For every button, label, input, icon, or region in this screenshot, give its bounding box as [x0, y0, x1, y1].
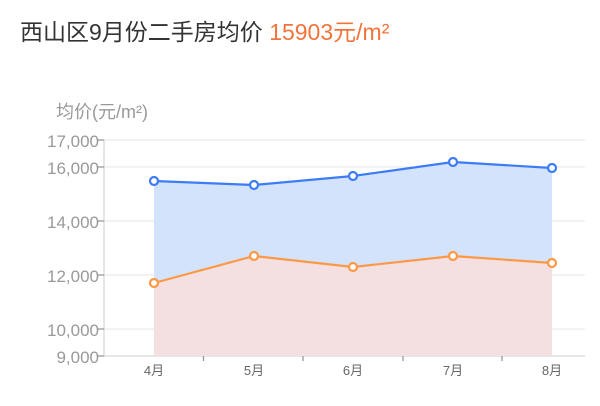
- svg-text:10,000: 10,000: [47, 321, 99, 340]
- svg-text:6月: 6月: [343, 363, 363, 378]
- svg-text:5月: 5月: [244, 363, 264, 378]
- svg-text:8月: 8月: [542, 363, 562, 378]
- svg-text:16,000: 16,000: [47, 159, 99, 178]
- svg-text:4月: 4月: [144, 363, 164, 378]
- svg-text:17,000: 17,000: [47, 132, 99, 151]
- svg-text:9,000: 9,000: [56, 348, 99, 367]
- svg-text:12,000: 12,000: [47, 267, 99, 286]
- svg-text:7月: 7月: [443, 363, 463, 378]
- svg-text:14,000: 14,000: [47, 213, 99, 232]
